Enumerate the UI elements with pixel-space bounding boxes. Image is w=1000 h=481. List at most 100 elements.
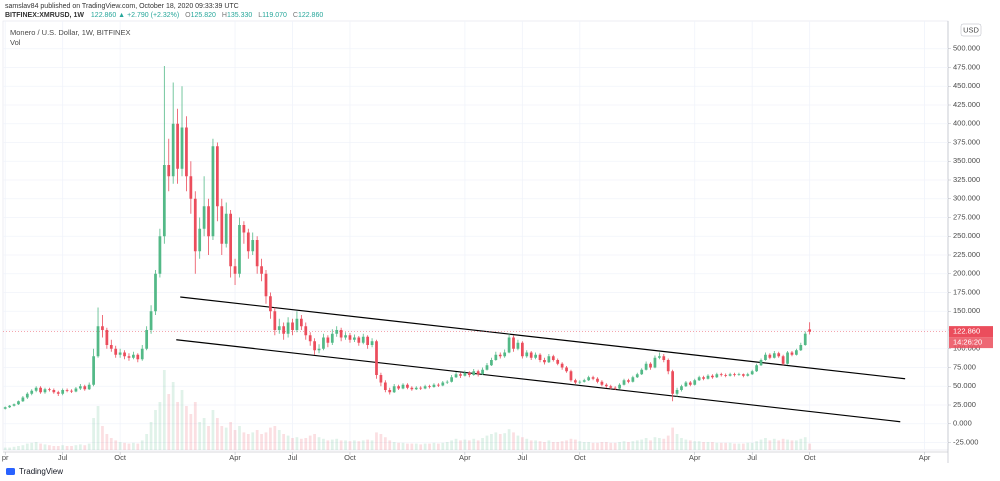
y-tick-label: 425.000 <box>953 100 980 109</box>
legend-change: +2.790 (+2.32%) <box>127 12 180 19</box>
volume-bar <box>207 426 210 450</box>
candle-body <box>92 356 95 385</box>
volume-bar <box>627 442 630 450</box>
candle-body <box>207 206 210 237</box>
candle-body <box>114 348 118 355</box>
volume-bar <box>799 438 803 450</box>
volume-bar <box>335 438 339 450</box>
y-tick-label: 0.000 <box>953 419 972 428</box>
volume-bar <box>507 429 511 450</box>
candle-body <box>136 354 140 360</box>
candle-body <box>613 387 617 389</box>
candle-body <box>291 322 294 330</box>
candle-body <box>246 232 250 252</box>
candle-body <box>326 337 330 343</box>
volume-bar <box>485 435 489 450</box>
volume-bar <box>746 442 750 450</box>
candle-body <box>786 352 789 364</box>
candle-body <box>741 374 745 376</box>
volume-bar <box>644 438 648 450</box>
candle-body <box>578 381 582 383</box>
candle-body <box>357 337 361 343</box>
y-tick-label: 150.000 <box>953 306 980 315</box>
candle-body <box>490 360 493 366</box>
volume-bar <box>719 442 723 450</box>
volume-bar <box>264 432 268 450</box>
candle-body <box>604 384 608 387</box>
candle-body <box>308 335 312 342</box>
y-tick-label: 500.000 <box>953 44 980 53</box>
volume-bar <box>684 439 688 450</box>
volume-bar <box>428 443 431 450</box>
candle-body <box>671 371 675 394</box>
caption: samslav84 published on TradingView.com, … <box>5 3 239 10</box>
candle-body <box>618 384 621 389</box>
volume-bar <box>295 437 299 450</box>
candle-body <box>220 206 224 244</box>
candle-body <box>498 354 502 357</box>
volume-bar <box>167 394 171 450</box>
candle-body <box>366 336 370 345</box>
volume-bar <box>39 443 42 450</box>
volume-bar <box>538 441 542 450</box>
x-tick-label: Jul <box>288 453 298 462</box>
currency[interactable]: USD <box>963 25 979 34</box>
volume-bar <box>768 440 772 450</box>
candle-body <box>728 374 732 376</box>
volume-bar <box>48 445 51 450</box>
candle-body <box>101 326 104 330</box>
candle-body <box>260 266 263 274</box>
candle-body <box>781 356 785 364</box>
volume-bar <box>251 432 255 450</box>
candle-body <box>684 382 688 387</box>
volume-bar <box>733 443 736 450</box>
volume-bar <box>658 438 661 450</box>
candle-body <box>693 380 697 385</box>
volume-bar <box>189 414 193 450</box>
volume-bar <box>357 441 361 450</box>
volume-bar <box>330 439 334 450</box>
volume-bar <box>158 402 162 450</box>
volume-bar <box>30 442 34 450</box>
candle-body <box>635 374 639 378</box>
candle-body <box>361 336 365 343</box>
volume-bar <box>322 438 325 450</box>
volume-bar <box>755 441 758 450</box>
volume-bar <box>361 440 365 450</box>
volume-bar <box>803 437 807 450</box>
candle-body <box>105 330 109 345</box>
last-price-box <box>949 326 993 338</box>
candle-body <box>653 357 657 368</box>
candle-body <box>538 354 542 360</box>
candle-body <box>675 390 679 394</box>
candle-body <box>96 326 100 357</box>
candle-body <box>140 348 144 360</box>
brand-logo: TradingView <box>6 467 63 476</box>
x-tick-label: Apr <box>919 453 931 462</box>
legend-price: 122.860 <box>90 12 117 19</box>
header: samslav84 published on TradingView.com, … <box>5 2 323 20</box>
volume-bar <box>65 446 69 450</box>
candle-body <box>737 374 741 376</box>
candle-body <box>596 378 599 382</box>
candle-body <box>437 384 440 386</box>
candle-body <box>154 273 157 312</box>
candle-body <box>560 363 564 368</box>
volume-bar <box>8 447 12 450</box>
candle-body <box>189 176 193 199</box>
volume-bar <box>246 434 250 450</box>
candle-body <box>719 374 723 376</box>
legend-symbol: BITFINEX:XMRUSD, 1W <box>5 12 84 19</box>
volume-bar <box>454 438 458 450</box>
y-tick-label: 100.000 <box>953 344 980 353</box>
volume-bar <box>269 427 272 450</box>
plot-area <box>2 20 949 451</box>
candle-body <box>233 266 237 274</box>
candle-body <box>481 369 484 375</box>
currency-box[interactable] <box>960 23 982 37</box>
candle-body <box>441 382 445 386</box>
candle-body <box>216 146 219 207</box>
candle-body <box>772 353 776 358</box>
candle-body <box>419 387 423 389</box>
candle-body <box>224 213 228 244</box>
